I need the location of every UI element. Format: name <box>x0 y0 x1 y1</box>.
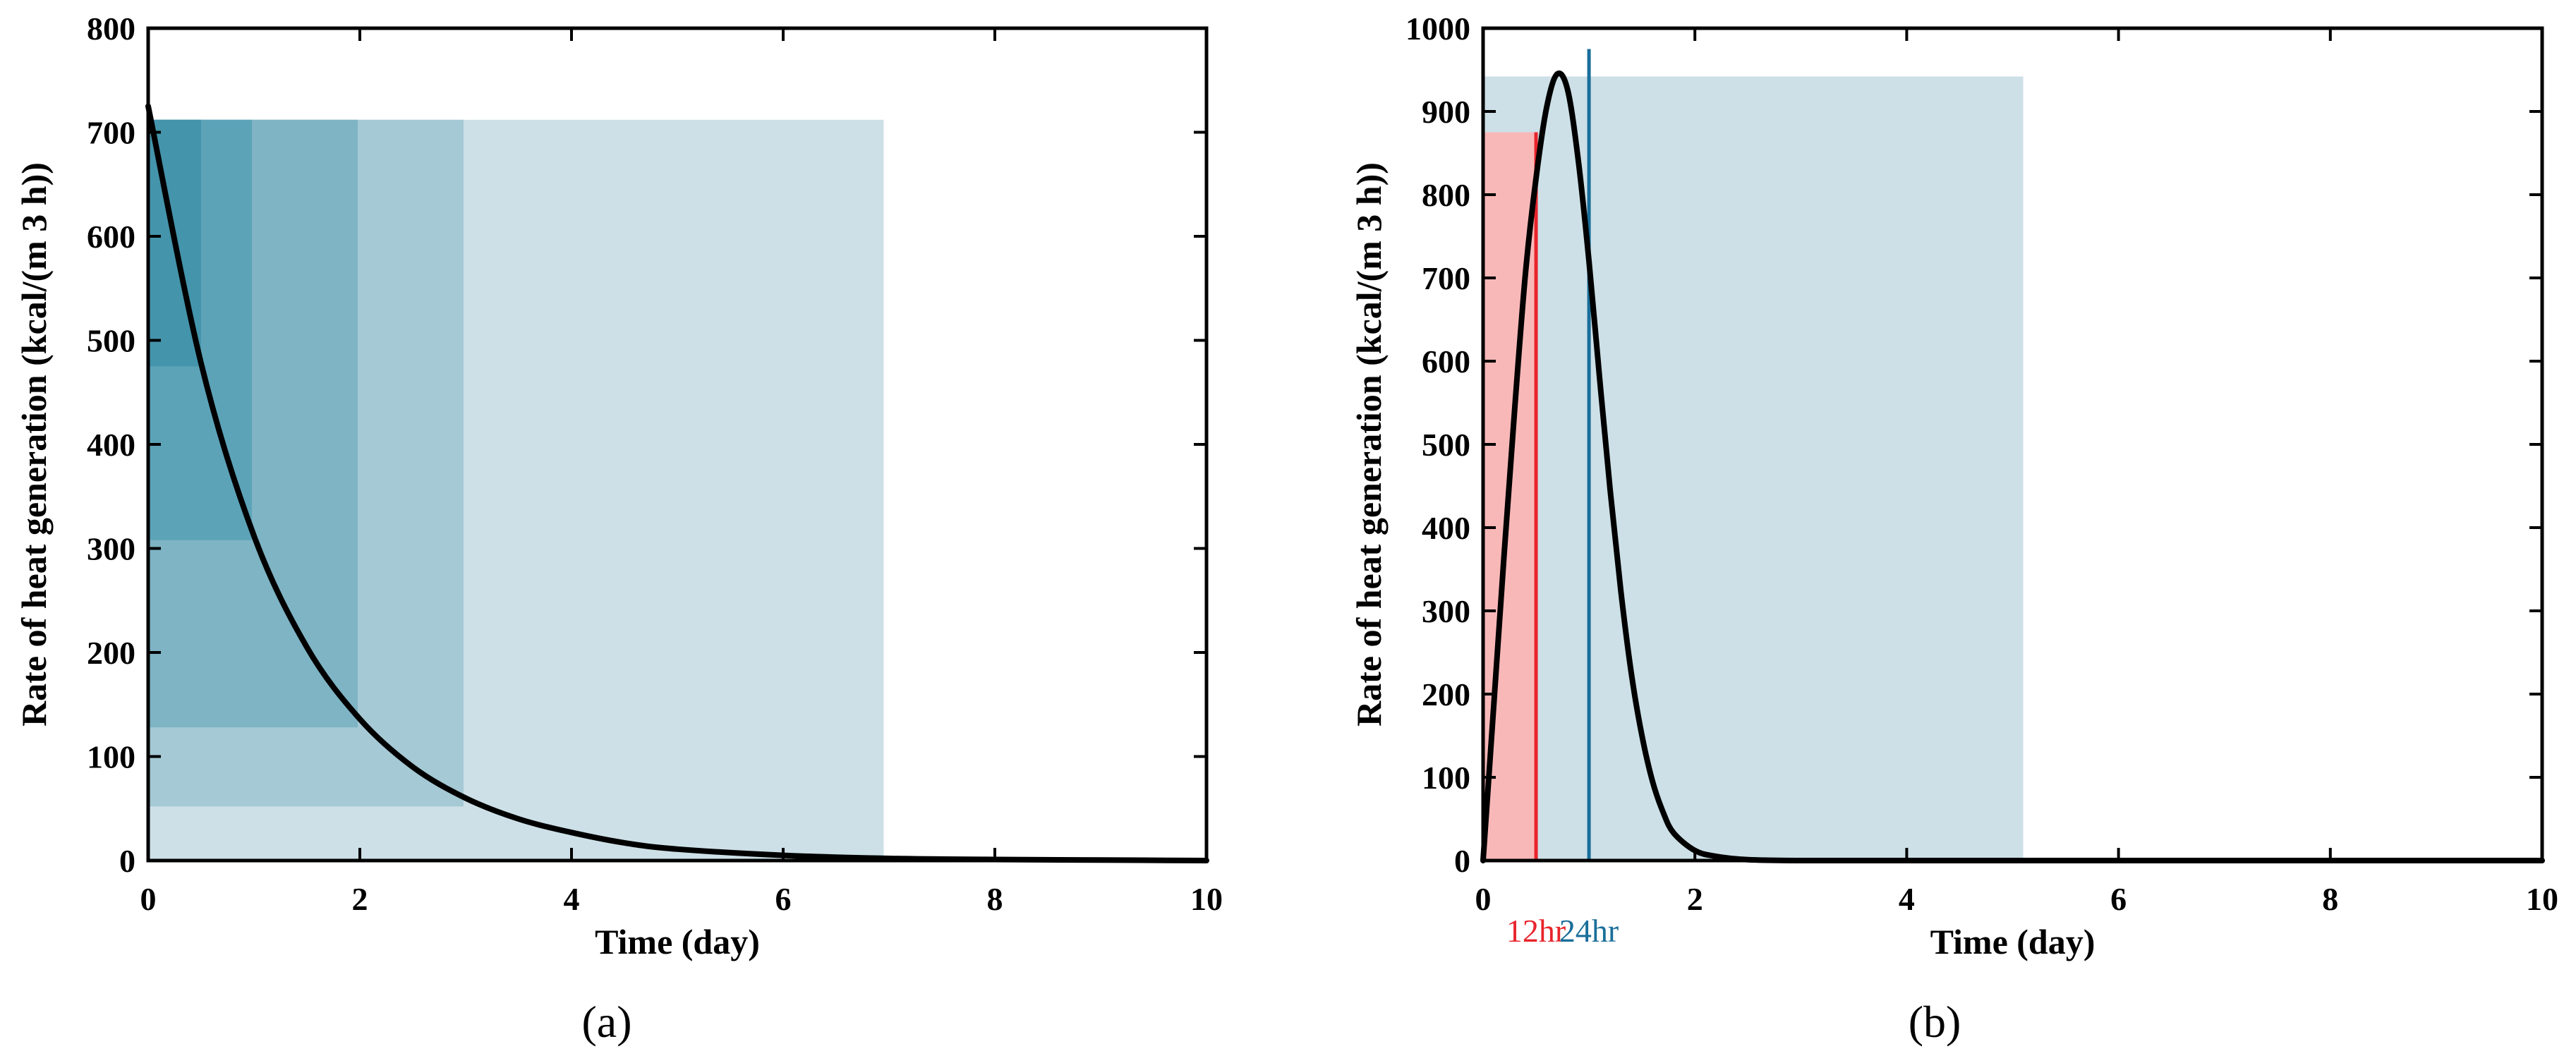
y-axis-label: Rate of heat generation (kcal/(m 3 h)) <box>14 162 54 727</box>
curve-group <box>1480 70 2545 864</box>
y-tick-label: 300 <box>87 531 135 567</box>
y-tick-label: 1000 <box>1405 11 1470 47</box>
x-tick-label: 4 <box>564 881 580 917</box>
y-tick-label: 200 <box>87 635 135 671</box>
shaded-regions <box>148 119 884 861</box>
y-tick-label: 300 <box>1422 593 1470 629</box>
y-tick-label: 800 <box>1422 177 1470 213</box>
y-tick-label: 0 <box>1454 843 1470 879</box>
x-axis-label: Time (day) <box>595 922 760 961</box>
y-tick-label: 500 <box>1422 427 1470 463</box>
x-tick-label: 8 <box>987 881 1003 917</box>
marker-label-12hr: 12hr <box>1506 913 1566 949</box>
x-tick-label: 10 <box>1190 881 1223 917</box>
y-tick-label: 400 <box>87 427 135 463</box>
x-tick-label: 6 <box>2110 881 2127 917</box>
y-tick-label: 0 <box>119 843 135 879</box>
panel-label: (a) <box>581 997 631 1047</box>
marker-label-24hr: 24hr <box>1559 913 1619 949</box>
x-tick-label: 8 <box>2322 881 2338 917</box>
shaded-regions <box>1483 76 2024 861</box>
x-tick-label: 6 <box>775 881 792 917</box>
x-tick-label: 0 <box>1475 881 1492 917</box>
x-tick-label: 0 <box>140 881 157 917</box>
y-tick-label: 500 <box>87 323 135 359</box>
y-tick-label: 800 <box>87 11 135 47</box>
curve-group <box>145 103 1209 863</box>
x-tick-label: 10 <box>2526 881 2558 917</box>
y-tick-label: 100 <box>87 739 135 775</box>
x-tick-label: 2 <box>1687 881 1703 917</box>
y-tick-label: 200 <box>1422 676 1470 712</box>
shaded-region-0 <box>1483 76 2024 861</box>
series-line <box>145 103 1209 863</box>
y-tick-label: 600 <box>87 219 135 255</box>
series-line <box>1480 70 2545 864</box>
y-tick-label: 900 <box>1422 94 1470 130</box>
y-tick-label: 700 <box>87 115 135 151</box>
x-tick-label: 4 <box>1899 881 1915 917</box>
y-tick-label: 100 <box>1422 760 1470 796</box>
y-tick-label: 400 <box>1422 510 1470 546</box>
x-axis-label: Time (day) <box>1930 922 2096 961</box>
y-tick-label: 700 <box>1422 260 1470 296</box>
y-tick-label: 600 <box>1422 344 1470 379</box>
x-tick-label: 2 <box>352 881 368 917</box>
panel-label: (b) <box>1909 997 1961 1047</box>
y-axis-label: Rate of heat generation (kcal/(m 3 h)) <box>1349 162 1389 727</box>
